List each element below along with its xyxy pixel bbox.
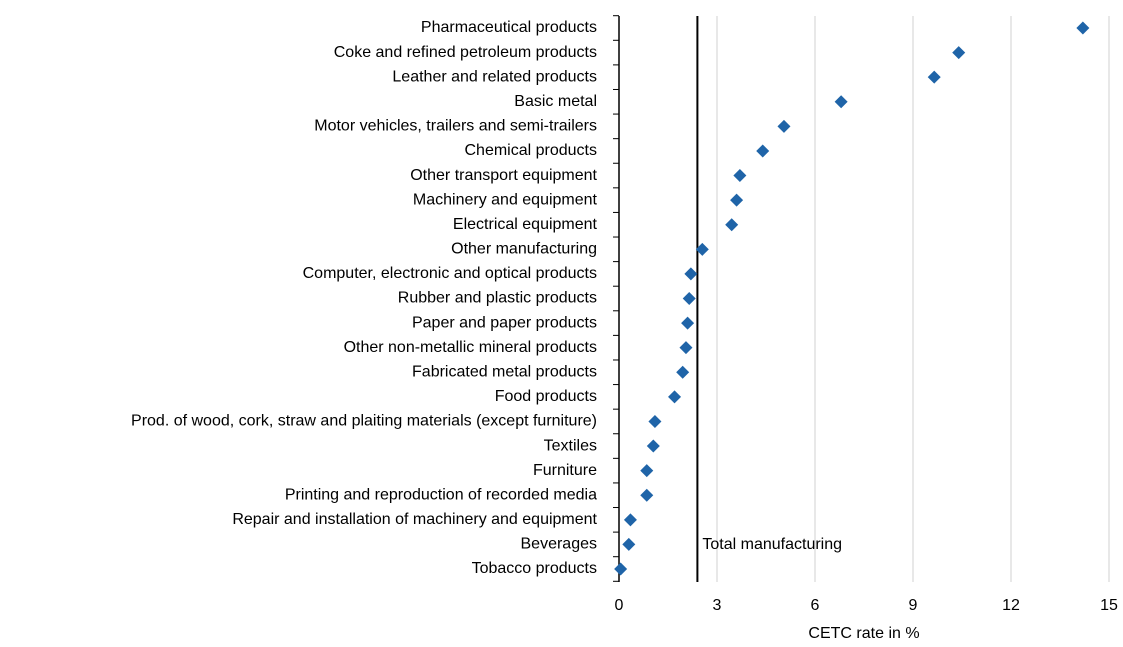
data-point — [646, 439, 660, 453]
y-tick-label: Machinery and equipment — [413, 191, 598, 208]
data-point — [695, 242, 709, 256]
y-tick-label: Coke and refined petroleum products — [334, 44, 597, 61]
y-tick-label: Chemical products — [465, 142, 598, 159]
y-tick-label: Leather and related products — [392, 68, 597, 85]
data-point — [648, 414, 662, 428]
data-point — [640, 464, 654, 478]
data-point — [730, 193, 744, 207]
y-tick-label: Tobacco products — [472, 560, 597, 577]
y-tick-label: Motor vehicles, trailers and semi-traile… — [314, 118, 597, 135]
data-point — [622, 537, 636, 551]
data-point — [614, 562, 628, 576]
data-point — [668, 390, 682, 404]
y-tick-label: Rubber and plastic products — [398, 290, 597, 307]
y-tick-label: Food products — [495, 388, 597, 405]
data-point — [777, 119, 791, 133]
y-tick-label: Pharmaceutical products — [421, 19, 597, 36]
data-point — [952, 46, 966, 60]
data-point — [679, 341, 693, 355]
y-tick-label: Furniture — [533, 462, 597, 479]
y-tick-label: Basic metal — [514, 93, 597, 110]
y-tick-label: Other non-metallic mineral products — [344, 339, 597, 356]
data-point — [927, 70, 941, 84]
data-point — [676, 365, 690, 379]
data-point — [640, 488, 654, 502]
data-point — [623, 513, 637, 527]
data-point — [725, 218, 739, 232]
y-tick-label: Other manufacturing — [451, 241, 597, 258]
x-tick-label: 9 — [909, 597, 918, 614]
y-tick-label: Electrical equipment — [453, 216, 598, 233]
y-tick-label: Repair and installation of machinery and… — [232, 511, 597, 528]
x-tick-label: 15 — [1100, 597, 1118, 614]
y-tick-label: Computer, electronic and optical product… — [303, 265, 597, 282]
y-tick-label: Beverages — [521, 536, 598, 553]
y-tick-label: Paper and paper products — [412, 314, 597, 331]
x-tick-label: 0 — [615, 597, 624, 614]
x-axis-title: CETC rate in % — [808, 625, 919, 642]
x-tick-label: 6 — [811, 597, 820, 614]
y-tick-label: Printing and reproduction of recorded me… — [285, 486, 597, 503]
reference-label: Total manufacturing — [702, 536, 842, 553]
data-point — [682, 292, 696, 305]
y-tick-label: Textiles — [544, 437, 597, 454]
data-point — [756, 144, 770, 158]
data-point — [1076, 21, 1090, 35]
data-point — [684, 267, 698, 281]
x-tick-label: 12 — [1002, 597, 1020, 614]
data-point — [834, 95, 848, 109]
data-point — [681, 316, 695, 330]
y-tick-label: Other transport equipment — [410, 167, 597, 184]
y-tick-label: Prod. of wood, cork, straw and plaiting … — [131, 413, 597, 430]
x-tick-label: 3 — [713, 597, 722, 614]
y-tick-label: Fabricated metal products — [412, 363, 597, 380]
data-point — [733, 169, 747, 183]
